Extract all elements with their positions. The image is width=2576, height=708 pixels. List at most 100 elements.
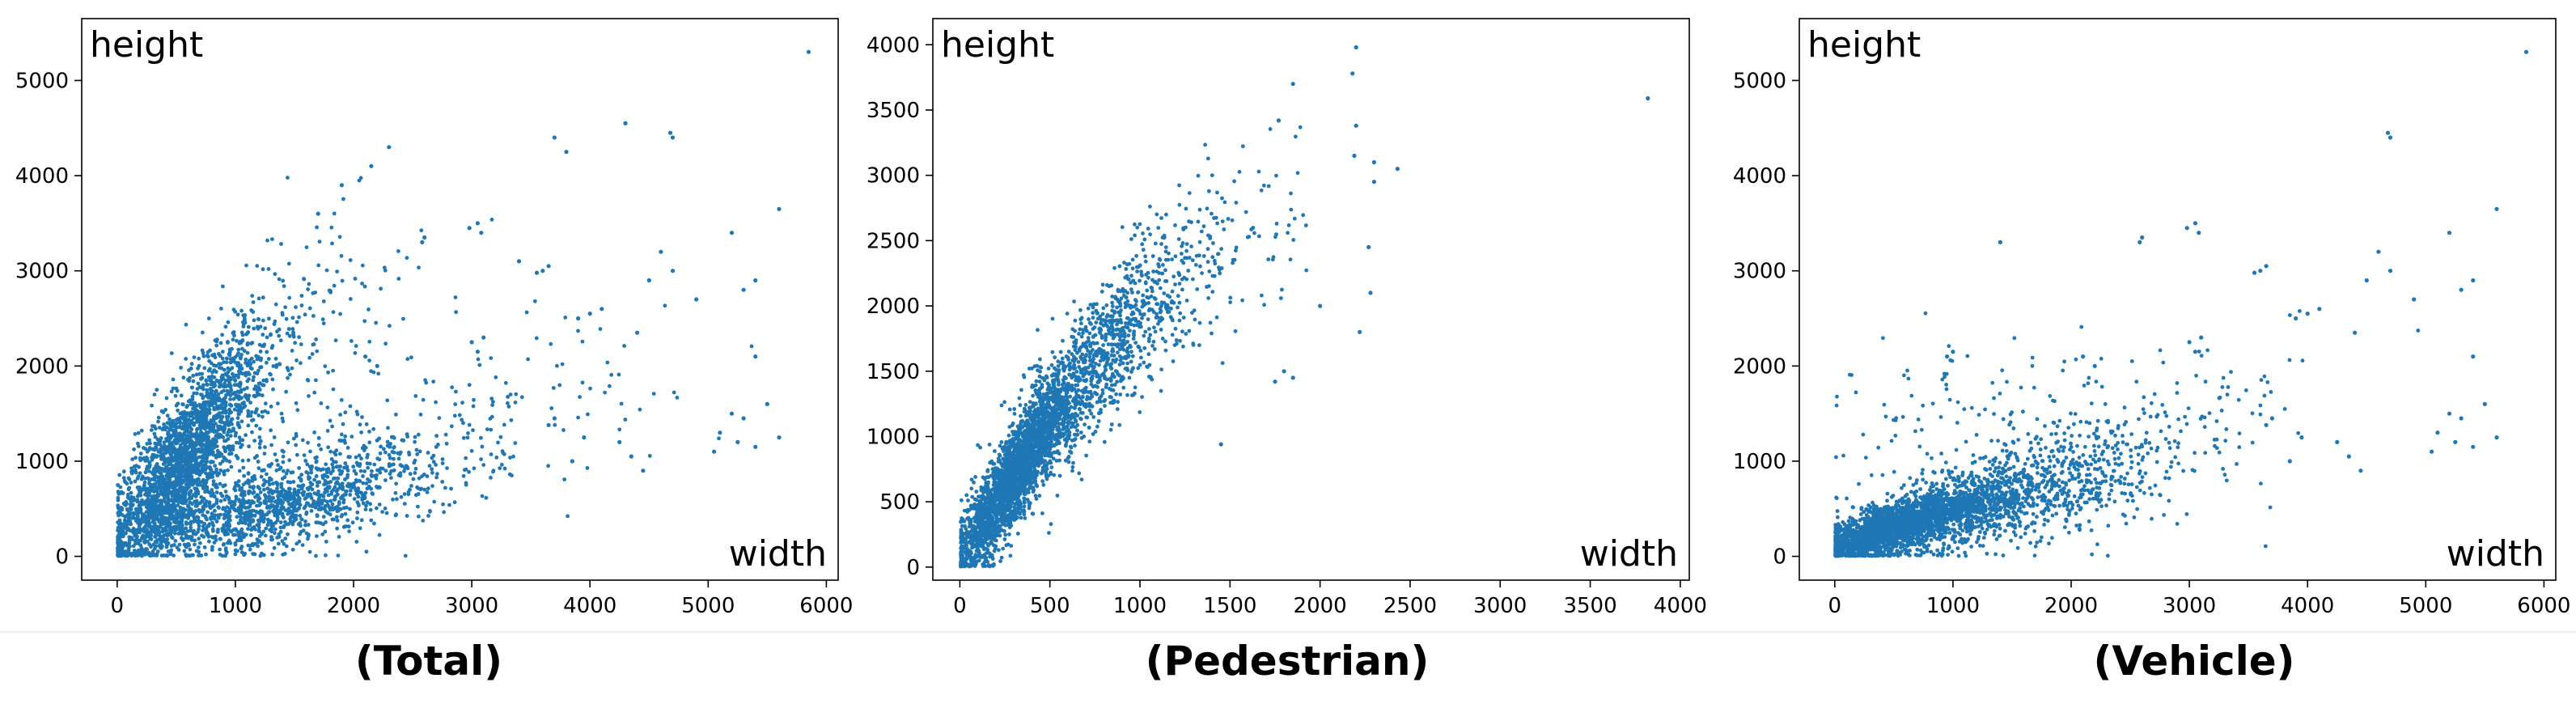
data-point <box>331 387 336 392</box>
data-point <box>227 392 231 396</box>
data-point <box>258 426 262 431</box>
data-point <box>170 448 175 453</box>
data-point <box>149 545 153 549</box>
data-point <box>566 514 570 519</box>
data-point <box>182 459 186 464</box>
data-point <box>471 428 475 433</box>
data-point <box>189 512 193 516</box>
data-point <box>338 312 342 316</box>
data-point <box>201 535 206 539</box>
data-point <box>369 163 374 168</box>
data-point <box>153 441 158 446</box>
data-point <box>200 392 204 397</box>
data-point <box>223 490 228 494</box>
data-point <box>218 481 222 486</box>
data-point <box>267 505 272 509</box>
data-point <box>361 501 366 506</box>
data-point <box>369 518 374 523</box>
data-point <box>371 426 376 431</box>
data-point <box>195 503 200 508</box>
data-point <box>147 531 152 536</box>
data-point <box>181 489 185 494</box>
data-point <box>218 512 222 517</box>
data-point <box>608 384 612 388</box>
data-point <box>576 316 581 321</box>
scatter-plot-pedestrian: 0 500 1000 1500 2000 2500 3000 3500 400005001000… <box>866 18 1707 618</box>
data-point <box>288 519 293 524</box>
data-point <box>117 513 121 518</box>
data-point <box>364 422 369 426</box>
data-point <box>315 484 320 488</box>
data-point <box>449 424 454 429</box>
data-point <box>222 516 227 520</box>
data-point <box>549 406 554 410</box>
data-point <box>147 465 151 469</box>
data-point <box>1037 494 1042 498</box>
data-point <box>263 445 267 449</box>
data-point <box>142 552 147 557</box>
data-point <box>299 361 303 366</box>
data-point <box>348 493 353 497</box>
data-point <box>174 451 179 456</box>
data-point <box>252 473 256 478</box>
data-point <box>322 473 327 477</box>
data-point <box>309 470 314 475</box>
data-point <box>489 452 494 456</box>
data-point <box>324 509 328 514</box>
data-point <box>235 508 239 513</box>
data-point <box>362 319 367 324</box>
data-point <box>245 331 250 335</box>
data-point <box>286 261 291 266</box>
data-point <box>252 371 257 375</box>
data-point <box>210 548 214 552</box>
data-point <box>138 452 143 456</box>
data-point <box>322 482 326 487</box>
data-point <box>166 524 171 528</box>
data-point <box>480 494 485 498</box>
data-point <box>176 408 180 413</box>
data-point <box>467 383 472 388</box>
data-point <box>316 211 320 216</box>
data-point <box>316 490 320 494</box>
data-point <box>201 330 205 335</box>
data-point <box>294 358 299 362</box>
data-point <box>332 451 337 455</box>
data-point <box>172 480 176 485</box>
data-point <box>546 264 551 269</box>
data-point <box>210 374 214 379</box>
data-point <box>280 448 285 453</box>
data-point <box>147 469 151 473</box>
data-point <box>125 492 130 497</box>
data-point <box>197 363 201 368</box>
data-point <box>205 459 210 464</box>
data-point <box>200 435 205 439</box>
data-point <box>218 468 223 473</box>
data-point <box>231 337 235 342</box>
data-point <box>211 439 216 444</box>
data-point <box>257 503 261 507</box>
data-point <box>218 536 222 541</box>
data-point <box>261 318 265 323</box>
data-point <box>337 235 342 240</box>
data-point <box>284 491 289 495</box>
data-point <box>244 499 248 504</box>
data-point <box>402 492 407 496</box>
data-point <box>582 435 587 440</box>
data-point <box>377 457 382 462</box>
data-point <box>167 426 172 431</box>
data-point <box>212 407 217 412</box>
data-point <box>185 542 190 546</box>
data-point <box>178 451 183 455</box>
data-point <box>278 362 282 367</box>
data-point <box>214 343 219 348</box>
data-point <box>326 445 330 450</box>
data-point <box>201 354 206 358</box>
data-point <box>167 457 172 462</box>
data-point <box>359 430 363 435</box>
data-point <box>255 264 260 268</box>
data-point <box>485 427 489 431</box>
data-point <box>119 543 123 548</box>
data-point <box>176 499 181 504</box>
data-point <box>136 541 141 546</box>
data-point <box>437 416 442 420</box>
